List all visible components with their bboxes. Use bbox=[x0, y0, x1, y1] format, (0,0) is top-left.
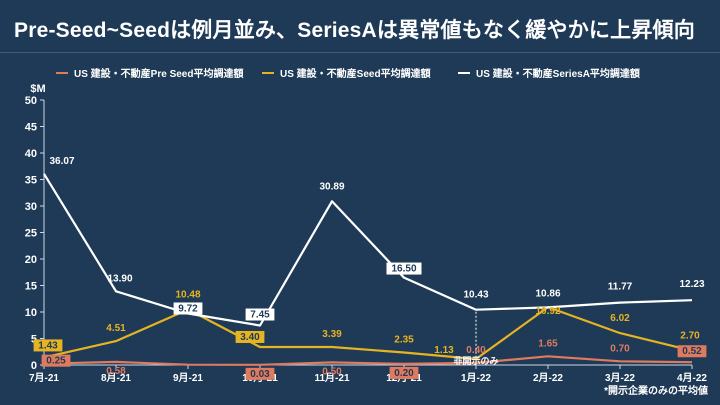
data-label: 0.25 bbox=[46, 356, 66, 367]
data-label: 3.39 bbox=[322, 329, 342, 340]
data-label-box bbox=[33, 339, 63, 352]
data-label: 10.92 bbox=[535, 306, 560, 317]
footnote: *開示企業のみの平均値 bbox=[604, 386, 708, 397]
x-tick-label: 3月-22 bbox=[605, 372, 635, 384]
y-tick-label: 10 bbox=[25, 307, 37, 319]
data-label: 0.03 bbox=[250, 369, 270, 380]
y-tick-label: 40 bbox=[25, 148, 37, 160]
series-line-0 bbox=[43, 355, 693, 366]
data-label: 0.70 bbox=[610, 343, 630, 354]
data-label-box bbox=[245, 367, 275, 380]
data-label: 6.02 bbox=[610, 313, 630, 324]
data-label: 10.48 bbox=[175, 289, 200, 300]
series-line-2 bbox=[43, 173, 693, 327]
annotation-label: 非開示のみ bbox=[453, 355, 498, 366]
data-label: 2.35 bbox=[394, 335, 414, 346]
data-label: 10.86 bbox=[535, 288, 560, 299]
y-tick-label: 30 bbox=[25, 201, 37, 213]
data-label-box bbox=[677, 345, 707, 358]
y-tick-label: 45 bbox=[25, 122, 37, 134]
data-label-box bbox=[173, 302, 203, 315]
y-tick-label: 50 bbox=[25, 95, 37, 107]
data-label: 36.07 bbox=[49, 156, 74, 167]
y-tick-label: 25 bbox=[25, 228, 37, 240]
y-tick-label: 35 bbox=[25, 175, 37, 187]
data-label: 1.13 bbox=[434, 345, 454, 356]
x-tick-label: 2月-22 bbox=[533, 372, 563, 384]
data-label: 0.52 bbox=[682, 346, 702, 357]
x-tick-label: 1月-22 bbox=[461, 372, 491, 384]
data-label: 0.50 bbox=[322, 366, 342, 377]
data-label: 13.90 bbox=[107, 273, 132, 284]
data-label-box bbox=[41, 354, 71, 367]
x-tick-label: 4月-22 bbox=[677, 372, 707, 384]
data-label: 7.45 bbox=[250, 310, 270, 321]
data-label: 4.51 bbox=[106, 323, 126, 334]
y-tick-label: 20 bbox=[25, 254, 37, 266]
data-label: 2.70 bbox=[680, 331, 700, 342]
chart-title: Pre-Seed~Seedは例月並み、SeriesAは異常値もなく緩やかに上昇傾… bbox=[14, 19, 695, 42]
title-divider bbox=[0, 52, 720, 53]
x-tick-label: 8月-21 bbox=[101, 372, 131, 384]
data-label: 12.23 bbox=[679, 279, 704, 290]
data-label-box bbox=[245, 308, 275, 321]
data-label-box bbox=[235, 330, 265, 343]
y-tick-label: 15 bbox=[25, 281, 37, 293]
data-label: 9.72 bbox=[178, 303, 198, 314]
data-label: 1.43 bbox=[38, 340, 58, 351]
data-label: 1.65 bbox=[538, 338, 558, 349]
data-label: 0.40 bbox=[466, 345, 486, 356]
data-label: 0.20 bbox=[394, 368, 414, 379]
y-unit-label: $M bbox=[30, 83, 45, 95]
legend-label-0: US 建設・不動産Pre Seed平均調達額 bbox=[74, 67, 243, 80]
data-label: 3.40 bbox=[240, 332, 260, 343]
legend-label-2: US 建設・不動産SeriesA平均調達額 bbox=[476, 67, 640, 80]
data-label: 30.89 bbox=[319, 181, 344, 192]
y-tick-label: 0 bbox=[31, 360, 37, 372]
x-tick-label: 11月-21 bbox=[314, 372, 349, 384]
data-label: 16.50 bbox=[391, 264, 416, 275]
data-label: 0.58 bbox=[106, 366, 126, 377]
data-label-box bbox=[389, 366, 419, 379]
legend-label-1: US 建設・不動産Seed平均調達額 bbox=[280, 67, 431, 80]
x-tick-label: 7月-21 bbox=[29, 372, 59, 384]
series-line-1 bbox=[43, 306, 693, 361]
data-label-box bbox=[386, 262, 422, 275]
x-tick-label: 9月-21 bbox=[173, 372, 203, 384]
data-label: 10.43 bbox=[463, 290, 488, 301]
data-label: 11.77 bbox=[608, 282, 633, 293]
